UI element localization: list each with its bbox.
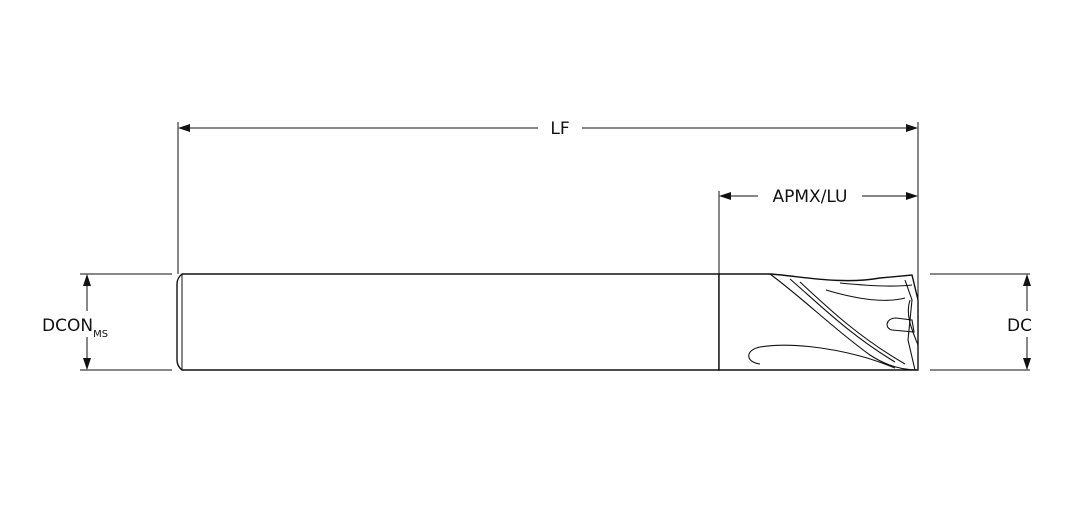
dc-label: DC	[1007, 316, 1032, 336]
dcon-dimension: DCONMS	[42, 274, 108, 370]
dcon-label: DCONMS	[42, 316, 108, 340]
apmx-lu-label: APMX/LU	[773, 187, 848, 207]
tool-cutting-head	[718, 273, 919, 371]
apmx-lu-dimension: APMX/LU	[719, 187, 918, 207]
tool-shank	[176, 273, 720, 371]
lf-dimension: LF	[178, 119, 918, 139]
dc-dimension: DC	[1007, 274, 1032, 370]
lf-label: LF	[550, 119, 569, 139]
